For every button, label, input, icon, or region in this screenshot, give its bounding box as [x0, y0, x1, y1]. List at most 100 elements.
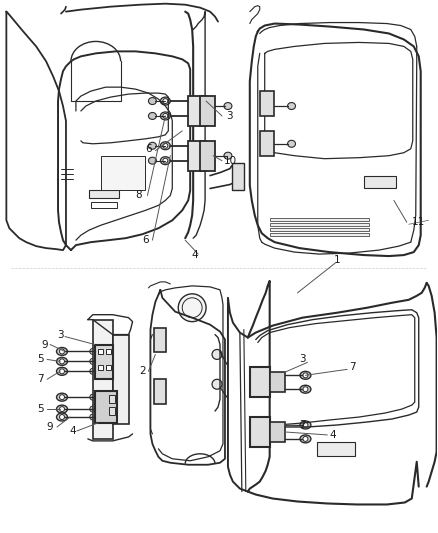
- Ellipse shape: [60, 415, 64, 419]
- Bar: [250, 367, 270, 397]
- Text: 3: 3: [57, 329, 64, 340]
- Ellipse shape: [60, 349, 64, 354]
- Ellipse shape: [57, 367, 67, 375]
- Ellipse shape: [163, 114, 168, 118]
- Ellipse shape: [90, 368, 96, 374]
- Ellipse shape: [148, 142, 156, 149]
- Bar: [98, 350, 103, 354]
- Ellipse shape: [160, 97, 170, 105]
- Bar: [188, 96, 206, 126]
- Ellipse shape: [190, 143, 194, 148]
- Ellipse shape: [100, 397, 105, 402]
- Text: 5: 5: [37, 404, 43, 414]
- Bar: [364, 175, 396, 188]
- Ellipse shape: [178, 294, 206, 321]
- Ellipse shape: [157, 388, 163, 394]
- Ellipse shape: [300, 372, 311, 379]
- Ellipse shape: [212, 350, 222, 359]
- Ellipse shape: [148, 98, 156, 104]
- Ellipse shape: [224, 102, 232, 109]
- Bar: [250, 417, 270, 447]
- Text: 4: 4: [70, 426, 76, 436]
- Bar: [270, 373, 285, 392]
- Text: 3: 3: [299, 354, 306, 365]
- Ellipse shape: [253, 373, 259, 378]
- Ellipse shape: [196, 107, 202, 115]
- Bar: [270, 228, 369, 231]
- Ellipse shape: [262, 373, 268, 378]
- Ellipse shape: [303, 423, 308, 427]
- Ellipse shape: [57, 413, 67, 421]
- Bar: [95, 344, 113, 379]
- Bar: [98, 365, 103, 370]
- Ellipse shape: [90, 414, 96, 420]
- Bar: [270, 233, 369, 236]
- Text: 9: 9: [47, 422, 53, 432]
- Text: 6: 6: [145, 144, 152, 154]
- Bar: [232, 163, 244, 190]
- Ellipse shape: [300, 421, 311, 429]
- Bar: [188, 141, 206, 171]
- Ellipse shape: [57, 358, 67, 365]
- Bar: [95, 391, 117, 423]
- Bar: [89, 190, 119, 198]
- Ellipse shape: [262, 422, 268, 428]
- Ellipse shape: [148, 112, 156, 119]
- Bar: [93, 320, 113, 439]
- Ellipse shape: [90, 358, 96, 365]
- Ellipse shape: [300, 385, 311, 393]
- Text: 11: 11: [412, 217, 425, 227]
- Text: 1: 1: [334, 255, 341, 265]
- Ellipse shape: [303, 437, 308, 441]
- Bar: [200, 96, 215, 126]
- Bar: [106, 365, 111, 370]
- Bar: [200, 141, 215, 171]
- Ellipse shape: [201, 144, 205, 148]
- Ellipse shape: [253, 386, 259, 392]
- Text: 7: 7: [299, 420, 306, 430]
- Ellipse shape: [60, 359, 64, 364]
- Text: 5: 5: [37, 354, 43, 365]
- Bar: [260, 91, 274, 116]
- Ellipse shape: [163, 143, 168, 148]
- Ellipse shape: [163, 99, 168, 103]
- Text: 3: 3: [226, 111, 233, 121]
- Bar: [260, 131, 274, 156]
- Ellipse shape: [148, 157, 156, 164]
- Bar: [155, 328, 166, 352]
- Bar: [155, 379, 166, 404]
- Ellipse shape: [90, 406, 96, 412]
- Ellipse shape: [99, 414, 103, 418]
- Ellipse shape: [303, 387, 308, 392]
- Ellipse shape: [90, 394, 96, 400]
- Ellipse shape: [288, 102, 296, 109]
- Ellipse shape: [60, 407, 64, 411]
- Ellipse shape: [160, 112, 170, 120]
- Ellipse shape: [201, 164, 205, 168]
- Ellipse shape: [57, 405, 67, 413]
- Ellipse shape: [201, 99, 205, 103]
- Ellipse shape: [60, 394, 64, 400]
- Ellipse shape: [264, 100, 270, 106]
- Ellipse shape: [262, 436, 268, 442]
- Ellipse shape: [90, 349, 96, 354]
- Text: 10: 10: [223, 156, 237, 166]
- Ellipse shape: [264, 140, 270, 146]
- Bar: [270, 422, 285, 442]
- Bar: [113, 335, 129, 424]
- Ellipse shape: [60, 369, 64, 374]
- Ellipse shape: [160, 142, 170, 150]
- Bar: [101, 156, 145, 190]
- Ellipse shape: [253, 436, 259, 442]
- Text: 4: 4: [329, 430, 336, 440]
- Ellipse shape: [57, 348, 67, 356]
- Ellipse shape: [163, 158, 168, 163]
- Ellipse shape: [253, 422, 259, 428]
- Text: 9: 9: [42, 340, 49, 350]
- Text: 7: 7: [349, 362, 356, 373]
- Bar: [270, 219, 369, 221]
- Ellipse shape: [98, 394, 108, 404]
- Ellipse shape: [212, 379, 222, 389]
- Text: 2: 2: [139, 366, 146, 376]
- Ellipse shape: [57, 393, 67, 401]
